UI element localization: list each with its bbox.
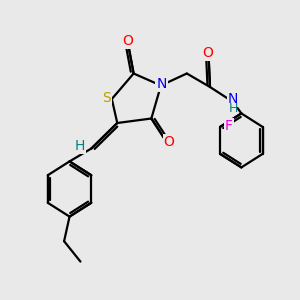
Text: H: H: [229, 102, 238, 115]
Text: N: N: [157, 77, 167, 91]
Text: O: O: [164, 136, 175, 149]
Text: N: N: [228, 92, 238, 106]
Text: O: O: [202, 46, 213, 60]
Text: F: F: [225, 119, 233, 133]
Text: S: S: [103, 92, 111, 105]
Text: O: O: [123, 34, 134, 48]
Text: H: H: [75, 139, 85, 152]
